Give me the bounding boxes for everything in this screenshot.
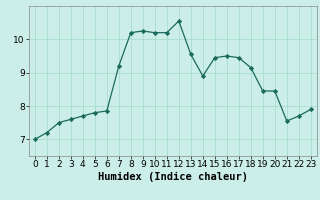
X-axis label: Humidex (Indice chaleur): Humidex (Indice chaleur)	[98, 172, 248, 182]
